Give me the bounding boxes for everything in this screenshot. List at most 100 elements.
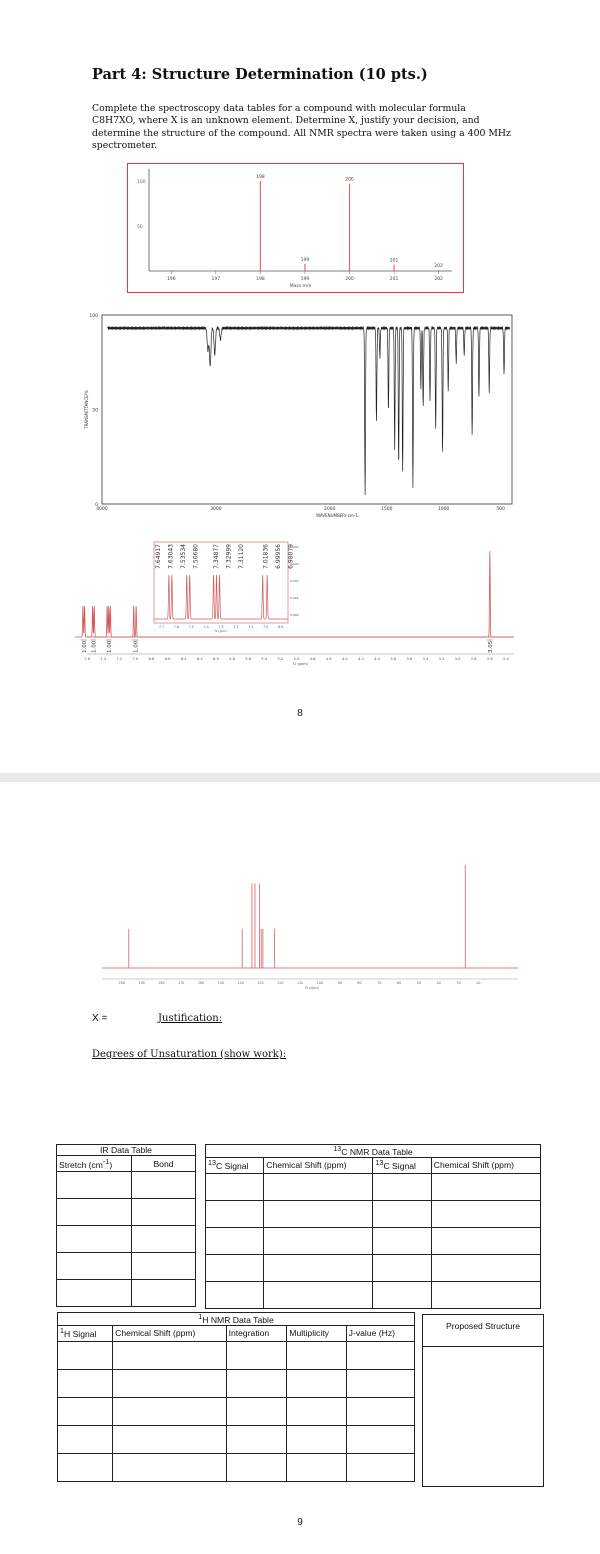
h1-inset-y-tick-label: 0.001: [290, 596, 299, 600]
table-cell[interactable]: [430, 1253, 542, 1282]
table-cell[interactable]: [430, 1172, 542, 1201]
table-cell[interactable]: [225, 1340, 288, 1370]
h1-x-tick-label: 6.6: [165, 657, 172, 661]
h1-inset-x-tick-label: 7.5: [189, 625, 194, 629]
table-cell[interactable]: [112, 1396, 227, 1426]
c13-x-tick-label: 180: [158, 981, 164, 985]
table-cell[interactable]: [430, 1226, 542, 1255]
ir-trace: [107, 325, 511, 495]
table-cell[interactable]: [372, 1253, 432, 1282]
table-cell[interactable]: [430, 1199, 542, 1228]
table-row: [56, 1396, 416, 1426]
table-cell[interactable]: [286, 1452, 347, 1482]
table-cell[interactable]: [56, 1396, 114, 1426]
c13-x-tick-label: 130: [257, 981, 263, 985]
h1-integral-value: 3.05: [488, 640, 494, 653]
table-cell[interactable]: [56, 1171, 132, 1199]
h1-x-tick-label: 3.8: [390, 657, 397, 661]
h1-header-signal: 1H Signal: [56, 1324, 114, 1342]
table-cell[interactable]: [204, 1253, 265, 1282]
table-cell[interactable]: [112, 1424, 227, 1454]
ir-y-tick-label: 100: [89, 313, 98, 319]
h1-header-shift: Chemical Shift (ppm): [112, 1324, 227, 1342]
table-cell[interactable]: [56, 1252, 132, 1280]
h1-x-tick-label: 5.8: [229, 657, 236, 661]
table-cell[interactable]: [131, 1198, 196, 1226]
table-cell[interactable]: [263, 1199, 374, 1228]
h1-x-tick-label: 4.8: [310, 657, 317, 661]
table-row: [204, 1253, 542, 1282]
table-row: [56, 1340, 416, 1370]
h1-peak-label: 7.64917: [155, 544, 162, 569]
table-cell[interactable]: [225, 1368, 288, 1398]
table-cell[interactable]: [263, 1253, 374, 1282]
c13-x-tick-label: 50: [417, 981, 421, 985]
table-cell[interactable]: [225, 1452, 288, 1482]
table-cell[interactable]: [372, 1199, 432, 1228]
intro-text: Complete the spectroscopy data tables fo…: [92, 103, 511, 151]
table-cell[interactable]: [204, 1199, 265, 1228]
table-cell[interactable]: [56, 1424, 114, 1454]
c13-header-shift-2: Chemical Shift (ppm): [430, 1156, 542, 1174]
c13-x-tick-label: 90: [338, 981, 342, 985]
h1-inset-trace: [154, 574, 288, 620]
table-cell[interactable]: [286, 1424, 347, 1454]
table-cell[interactable]: [204, 1172, 265, 1201]
table-cell[interactable]: [372, 1280, 432, 1309]
table-cell[interactable]: [372, 1226, 432, 1255]
h1-header-multiplicity: Multiplicity: [286, 1324, 347, 1342]
ms-x-tick-label: 201: [390, 276, 399, 282]
ms-x-tick-label: 199: [301, 276, 310, 282]
table-cell[interactable]: [112, 1368, 227, 1398]
h1-x-axis-label: f1 (ppm): [293, 662, 309, 666]
h1-inset-x-axis-label: f1 (ppm): [215, 629, 228, 633]
table-cell[interactable]: [372, 1172, 432, 1201]
h1-x-tick-label: 3.4: [422, 657, 429, 661]
table-cell[interactable]: [56, 1368, 114, 1398]
table-cell[interactable]: [204, 1226, 265, 1255]
h1-x-tick-label: 3.0: [455, 657, 462, 661]
table-cell[interactable]: [345, 1452, 416, 1482]
h1-peak-label: 7.50680: [193, 544, 200, 569]
table-cell[interactable]: [345, 1396, 416, 1426]
table-cell[interactable]: [345, 1424, 416, 1454]
table-row: [204, 1280, 542, 1309]
table-cell[interactable]: [112, 1340, 227, 1370]
h1-x-tick-label: 7.4: [100, 657, 107, 661]
table-row: [56, 1424, 416, 1454]
proposed-structure-box[interactable]: Proposed Structure: [422, 1314, 544, 1487]
table-cell[interactable]: [131, 1225, 196, 1253]
table-cell[interactable]: [430, 1280, 542, 1309]
table-cell[interactable]: [112, 1452, 227, 1482]
table-cell[interactable]: [131, 1252, 196, 1280]
table-cell[interactable]: [263, 1280, 374, 1309]
table-cell[interactable]: [345, 1368, 416, 1398]
c13-header-shift-1: Chemical Shift (ppm): [263, 1156, 374, 1174]
table-cell[interactable]: [204, 1280, 265, 1309]
ir-data-table: IR Data Table Stretch (cm-1) Bond: [56, 1144, 196, 1307]
table-cell[interactable]: [286, 1340, 347, 1370]
ms-peak-label: 201: [390, 258, 399, 264]
table-cell[interactable]: [56, 1452, 114, 1482]
h1-x-tick-label: 5.2: [277, 657, 283, 661]
ir-x-tick-label: 3000: [210, 506, 222, 512]
table-cell[interactable]: [56, 1279, 132, 1307]
table-cell[interactable]: [225, 1424, 288, 1454]
justification-label: Justification:: [158, 1013, 223, 1024]
table-cell[interactable]: [131, 1171, 196, 1199]
table-cell[interactable]: [286, 1396, 347, 1426]
table-cell[interactable]: [225, 1396, 288, 1426]
table-cell[interactable]: [345, 1340, 416, 1370]
table-cell[interactable]: [131, 1279, 196, 1307]
h1-x-tick-label: 3.6: [406, 657, 413, 661]
h1-inset-x-tick-label: 6.9: [278, 625, 283, 629]
h1-x-tick-label: 6.8: [149, 657, 156, 661]
h1-x-tick-label: 7.6: [84, 657, 91, 661]
table-cell[interactable]: [286, 1368, 347, 1398]
table-cell[interactable]: [56, 1340, 114, 1370]
table-cell[interactable]: [56, 1198, 132, 1226]
table-cell[interactable]: [263, 1172, 374, 1201]
h1-nmr-spectrum: 7.6 7.4 7.2 7.0 6.8 6.6 6.4 6.2 6.0 5.8 5.6 5.4 5.2 5…: [74, 541, 514, 666]
table-cell[interactable]: [56, 1225, 132, 1253]
table-cell[interactable]: [263, 1226, 374, 1255]
